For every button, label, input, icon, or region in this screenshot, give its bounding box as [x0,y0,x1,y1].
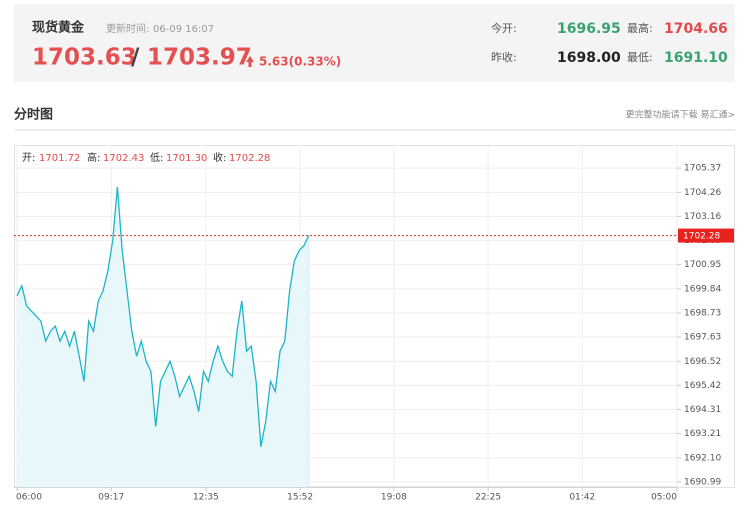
stat-label: 最高: [627,21,653,35]
stat-label: 昨收: [491,50,517,64]
y-tick-label: 1694.31 [684,405,721,415]
x-tick-label: 01:42 [569,493,595,503]
y-tick-label: 1696.52 [684,357,721,367]
ohlc-value: 1701.30 [166,153,207,164]
y-tick-label: 1703.16 [684,212,721,222]
ask-price: 1703.97 [147,45,252,71]
plot [14,145,678,487]
price-line [16,187,310,447]
update-time: 06-09 16:07 [153,24,214,35]
x-tick-label: 19:08 [381,493,407,503]
ohlc-value: 1702.43 [103,153,144,164]
stat-value: 1696.95 [557,21,621,37]
bid-price: 1703.63 [32,45,137,71]
stat-value: 1691.10 [664,50,728,66]
update-label: 更新时间: [106,22,149,35]
x-tick-label: 12:35 [193,493,219,503]
y-tick-label: 1690.99 [684,477,721,487]
x-tick-label: 09:17 [98,493,124,503]
ohlc-label: 高: [87,151,100,164]
ohlc-label: 开: [22,153,35,164]
ohlc-value: 1702.28 [229,153,270,164]
y-tick-label: 1695.42 [684,381,721,391]
x-tick-label: 22:25 [475,493,501,503]
y-tick-label: 1693.21 [684,429,721,439]
y-tick-label: 1704.26 [684,188,721,198]
ohlc-value: 1701.72 [39,153,80,164]
x-tick-label: 06:00 [16,493,42,503]
y-tick-label: 1699.84 [684,284,721,294]
last-price-box [678,228,734,243]
section-title: 分时图 [14,107,53,123]
stat-value: 1704.66 [664,21,728,37]
download-link[interactable]: 更完整功能请下载 易汇通> [626,109,735,121]
up-arrow [246,56,254,67]
y-tick-label: 1697.63 [684,333,721,343]
stat-label: 最低: [627,51,653,64]
y-tick-label: 1692.10 [684,453,721,463]
x-tick-label: 15:52 [287,493,313,503]
stat-label: 今开: [491,21,517,35]
quote-title: 现货黄金 [32,20,85,36]
stat-value: 1698.00 [557,50,621,66]
area [17,187,309,487]
y-tick-label: 1705.37 [684,164,721,174]
x-tick-label: 05:00 [651,493,677,503]
ohlc-label: 收: [213,151,226,164]
y-tick-label: 1700.95 [684,260,721,270]
price-change: 5.63(0.33%) [259,55,341,69]
separator: / [131,45,140,71]
quote-panel [14,4,735,82]
ohlc-label: 低: [150,151,163,164]
y-tick-label: 1698.73 [684,309,721,319]
last-price-label: 1702.28 [683,232,720,242]
